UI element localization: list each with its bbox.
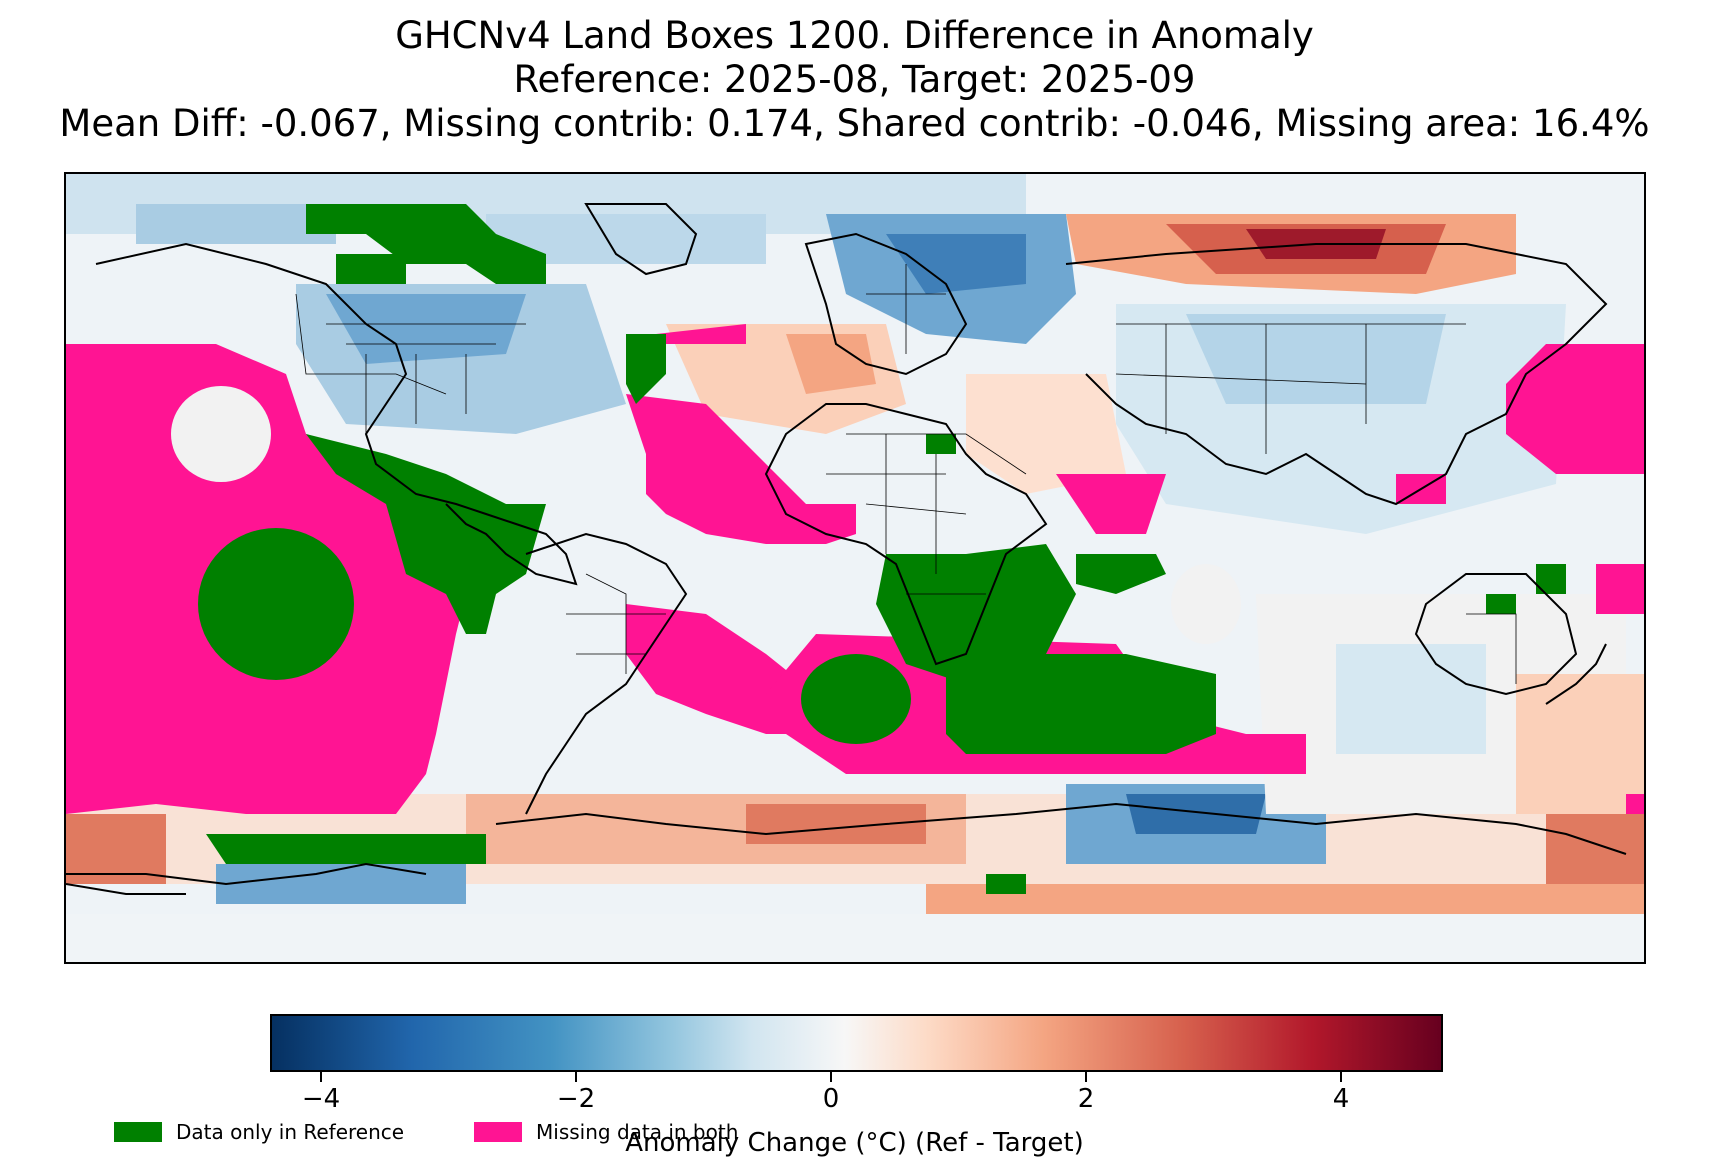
anomaly-map — [66, 174, 1644, 962]
legend-swatch-reference-only — [114, 1122, 162, 1142]
colorbar-label: Anomaly Change (°C) (Ref - Target) — [625, 1128, 1084, 1158]
colorbar-tick-label: 4 — [1332, 1084, 1350, 1114]
title-line-3: Mean Diff: -0.067, Missing contrib: 0.17… — [59, 102, 1650, 145]
reference-only-areas — [198, 204, 1566, 894]
title-line-2: Reference: 2025-08, Target: 2025-09 — [513, 58, 1196, 101]
colorbar-tick-label: 2 — [1077, 1084, 1095, 1114]
colorbar — [270, 1014, 1443, 1072]
colorbar-tick-mark — [830, 1072, 832, 1082]
colorbar-tick-label: −2 — [556, 1084, 596, 1114]
legend-label-missing-both: Missing data in both — [536, 1120, 739, 1144]
field-patches — [171, 386, 1241, 644]
colorbar-tick-mark — [320, 1072, 322, 1082]
title-line-1: GHCNv4 Land Boxes 1200. Difference in An… — [395, 14, 1314, 57]
country-borders — [295, 264, 1517, 684]
colorbar-tick-mark — [1085, 1072, 1087, 1082]
legend-swatch-missing-both — [474, 1122, 522, 1142]
colorbar-tick-label: 0 — [822, 1084, 840, 1114]
colorbar-tick-mark — [575, 1072, 577, 1082]
coastlines — [66, 203, 1627, 895]
map-panel — [64, 172, 1646, 964]
title-block: GHCNv4 Land Boxes 1200. Difference in An… — [0, 14, 1709, 146]
colorbar-tick-label: −4 — [301, 1084, 341, 1114]
legend-label-reference-only: Data only in Reference — [176, 1120, 405, 1144]
colorbar-tick-mark — [1340, 1072, 1342, 1082]
